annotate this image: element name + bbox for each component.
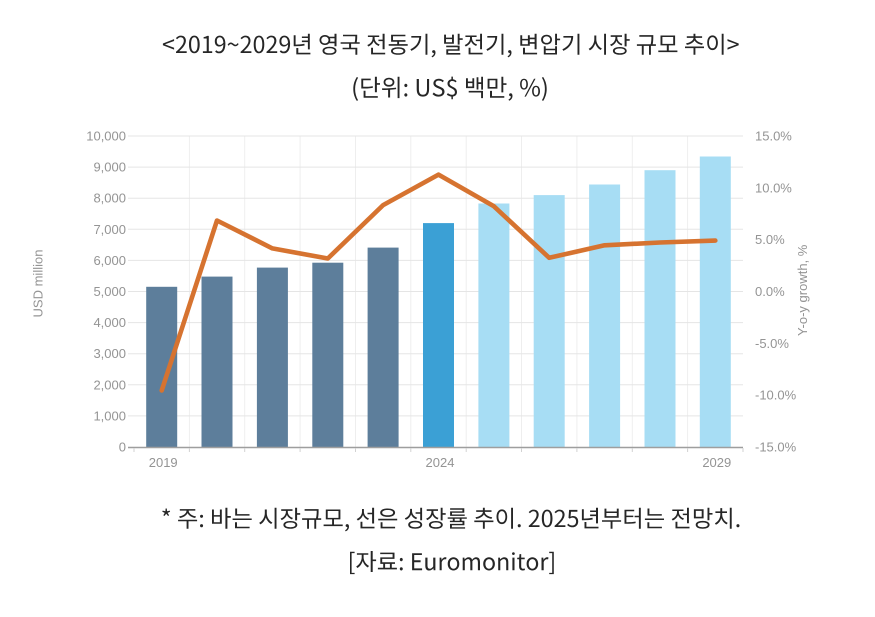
svg-text:10.0%: 10.0%: [755, 180, 792, 195]
svg-text:-15.0%: -15.0%: [755, 440, 797, 455]
svg-text:Y-o-y growth, %: Y-o-y growth, %: [795, 244, 810, 336]
svg-text:2,000: 2,000: [93, 377, 126, 392]
svg-text:2029: 2029: [702, 455, 731, 470]
svg-text:5.0%: 5.0%: [755, 232, 785, 247]
svg-text:10,000: 10,000: [86, 129, 126, 144]
svg-text:2019: 2019: [149, 455, 178, 470]
svg-text:6,000: 6,000: [93, 253, 126, 268]
svg-text:-10.0%: -10.0%: [755, 388, 797, 403]
svg-text:4,000: 4,000: [93, 315, 126, 330]
svg-text:0: 0: [119, 440, 126, 455]
svg-text:-5.0%: -5.0%: [755, 336, 789, 351]
svg-text:5,000: 5,000: [93, 284, 126, 299]
svg-text:15.0%: 15.0%: [755, 129, 792, 144]
svg-text:USD million: USD million: [31, 250, 46, 318]
svg-text:9,000: 9,000: [93, 160, 126, 175]
svg-text:8,000: 8,000: [93, 191, 126, 206]
svg-text:2024: 2024: [426, 455, 455, 470]
svg-text:7,000: 7,000: [93, 222, 126, 237]
svg-text:3,000: 3,000: [93, 346, 126, 361]
svg-text:1,000: 1,000: [93, 408, 126, 423]
svg-text:0.0%: 0.0%: [755, 284, 785, 299]
